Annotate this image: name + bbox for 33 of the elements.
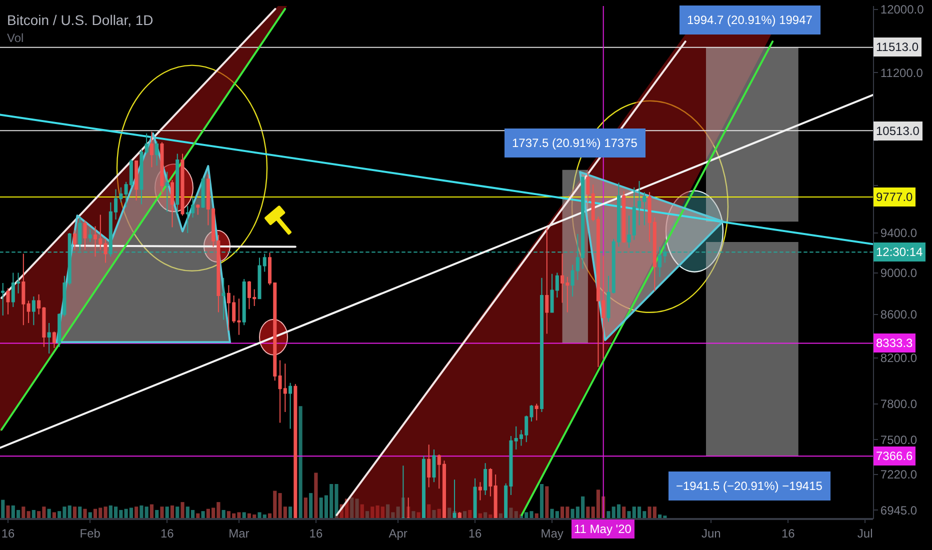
x-tick-label: 16 xyxy=(160,526,174,540)
y-tick-label: 8200.0 xyxy=(880,351,918,366)
ref-line-label: 11 May '20 xyxy=(574,522,632,536)
x-tick-label: May xyxy=(540,526,564,540)
x-tick-label: Mar xyxy=(228,526,250,540)
x-tick-label: 16 xyxy=(1,526,16,540)
y-tick-label: 11200.0 xyxy=(880,66,924,80)
annotation: −1941.5 (−20.91%) −19415 xyxy=(676,479,823,493)
y-tick-label: 7500.0 xyxy=(880,432,918,447)
y-tick-label: 8600.0 xyxy=(880,308,918,322)
ref-line-label: 10513.0 xyxy=(876,124,920,138)
y-tick-label: 6945.0 xyxy=(880,503,918,518)
ref-line-label: 8333.3 xyxy=(876,336,914,350)
x-tick-label: Jul xyxy=(857,526,873,540)
text: 12:30:14 xyxy=(876,245,924,259)
y-tick-label: 9000.0 xyxy=(880,266,918,280)
ref-line-label: 11513.0 xyxy=(876,40,919,54)
chart-title: Bitcoin / U.S. Dollar, 1D xyxy=(7,12,154,28)
ref-line-label: 7366.6 xyxy=(876,449,914,463)
chart-title: Vol xyxy=(7,31,24,46)
x-tick-label: Apr xyxy=(388,526,408,540)
x-tick-label: 16 xyxy=(468,526,482,540)
annotation: 1737.5 (20.91%) 17375 xyxy=(512,136,638,150)
y-tick-label: 12000.0 xyxy=(880,2,924,17)
y-tick-label: 9400.0 xyxy=(880,226,918,240)
x-tick-label: Feb xyxy=(80,526,101,540)
ref-line-label: 9777.0 xyxy=(876,190,914,204)
y-tick-label: 7220.0 xyxy=(880,468,918,482)
x-tick-label: Jun xyxy=(701,526,721,540)
annotation: 1994.7 (20.91%) 19947 xyxy=(687,13,813,27)
y-tick-label: 7800.0 xyxy=(880,396,918,411)
x-tick-label: 16 xyxy=(781,526,796,540)
x-tick-label: 16 xyxy=(309,526,323,540)
